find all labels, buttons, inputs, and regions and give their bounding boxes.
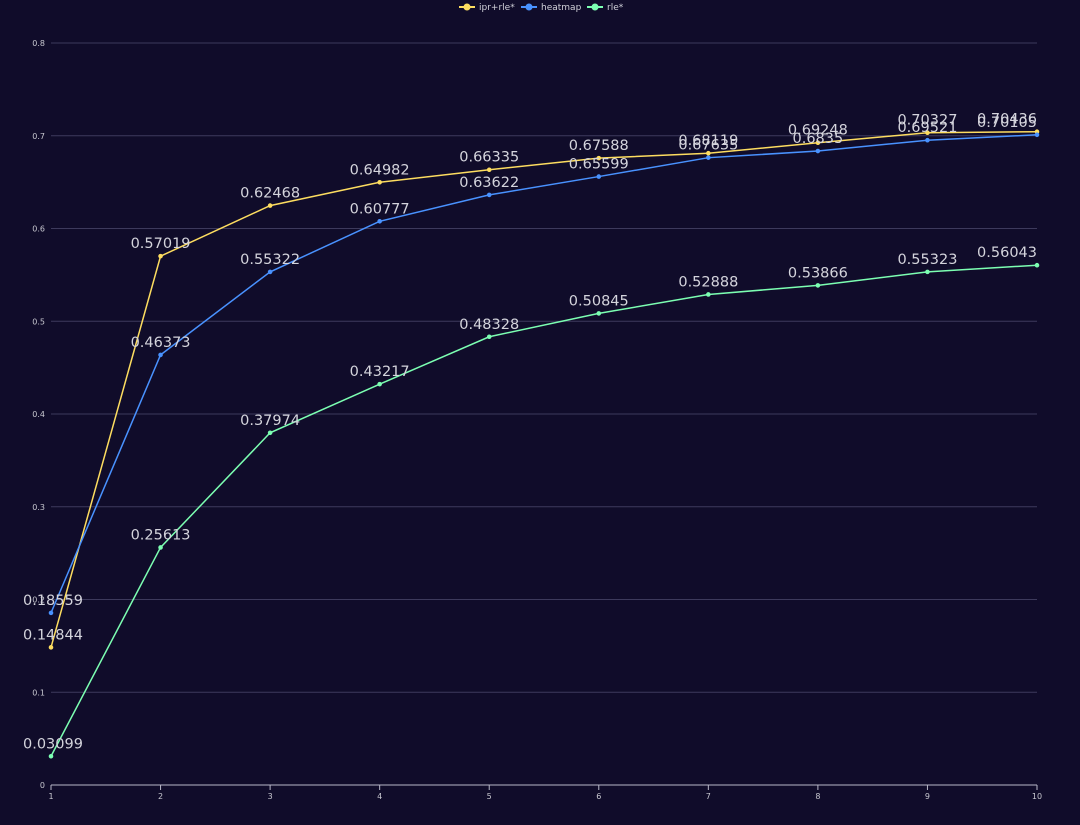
data-label-heatmap: 0.70105 [977,115,1037,131]
data-point-rle* [486,334,492,340]
data-label-heatmap: 0.18559 [23,593,83,609]
data-point-ipr+rle* [377,179,382,185]
data-label-heatmap: 0.60777 [350,201,410,217]
x-tick-label: 6 [596,792,601,801]
data-point-rle* [925,269,930,275]
data-label-ipr+rle*: 0.70436 [977,112,1037,128]
data-label-ipr+rle*: 0.64982 [350,162,410,178]
legend-dot-icon [463,3,471,11]
data-point-rle* [267,430,273,436]
data-point-rle* [158,545,163,550]
data-label-rle*: 0.52888 [678,274,738,290]
data-point-heatmap [158,352,163,358]
data-label-heatmap: 0.6835 [793,131,844,147]
data-point-heatmap [596,174,602,179]
x-tick-label: 2 [158,792,163,801]
data-point-ipr+rle* [48,645,54,650]
data-point-rle* [706,292,711,297]
data-label-heatmap: 0.55322 [240,252,300,268]
x-tick-label: 9 [925,792,930,801]
data-point-ipr+rle* [815,140,821,146]
x-tick-label: 7 [706,792,711,801]
data-point-ipr+rle* [158,253,163,259]
data-label-rle*: 0.48328 [459,317,519,333]
data-point-heatmap [1034,132,1040,138]
data-point-heatmap [706,155,711,160]
data-label-heatmap: 0.67635 [678,138,738,154]
legend-item-rle*[interactable]: rle* [587,3,624,13]
data-label-ipr+rle*: 0.62468 [240,186,300,202]
series-line-ipr+rle* [50,130,1038,648]
x-tick-label: 4 [377,792,382,801]
axis-layer: 0 0.1 0.2 0.3 0.4 0.5 0.6 0.7 0.8 1 2 3 4 5 6 7 8 9 10 [32,39,1042,801]
data-point-heatmap [267,269,273,275]
series-layer [48,129,1040,759]
data-label-heatmap: 0.46373 [131,335,191,351]
y-tick-label: 0.6 [32,225,45,234]
legend-item-heatmap[interactable]: heatmap [521,3,582,13]
x-tick-label: 10 [1032,792,1042,801]
data-label-ipr+rle*: 0.70327 [897,113,957,129]
data-label-rle*: 0.56043 [977,245,1037,261]
data-label-layer: 0.14844 0.57019 0.62468 0.64982 0.66335 0.675… [23,112,1037,753]
data-point-ipr+rle* [267,203,273,208]
data-label-ipr+rle*: 0.66335 [459,150,519,166]
data-label-rle*: 0.25613 [131,527,191,543]
series-line-heatmap [50,134,1038,614]
data-point-heatmap [925,137,930,143]
data-label-rle*: 0.43217 [350,364,410,380]
y-tick-label: 0.4 [32,410,45,419]
legend-item-ipr+rle*[interactable]: ipr+rle* [459,3,515,13]
legend[interactable]: ipr+rle* heatmap rle* [459,3,624,13]
data-label-rle*: 0.55323 [897,252,957,268]
legend-label: heatmap [541,3,582,13]
data-label-ipr+rle*: 0.57019 [131,236,191,252]
data-label-rle*: 0.03099 [23,736,83,752]
data-point-heatmap [486,192,492,198]
y-tick-label: 0.5 [32,317,45,326]
data-label-ipr+rle*: 0.69248 [788,123,848,139]
data-point-ipr+rle* [596,155,602,161]
data-point-ipr+rle* [706,150,711,156]
data-label-ipr+rle*: 0.68119 [678,133,738,149]
data-label-ipr+rle*: 0.14844 [23,627,83,643]
x-tick-label: 3 [268,792,273,801]
data-point-rle* [377,381,382,387]
data-label-rle*: 0.53866 [788,265,848,281]
data-point-heatmap [48,610,54,616]
data-point-rle* [1034,262,1040,268]
x-tick-label: 5 [487,792,492,801]
data-point-rle* [48,753,54,759]
data-label-rle*: 0.37974 [240,413,300,429]
y-tick-label: 0.7 [32,132,45,141]
data-point-ipr+rle* [925,130,930,136]
data-label-ipr+rle*: 0.67588 [569,138,629,154]
y-tick-label: 0.8 [32,39,45,48]
y-tick-label: 0 [40,781,45,790]
data-label-heatmap: 0.63622 [459,175,519,191]
data-point-heatmap [377,218,382,224]
data-label-rle*: 0.50845 [569,293,629,309]
legend-label: ipr+rle* [479,3,515,13]
data-point-ipr+rle* [486,167,492,173]
grid-layer [51,42,1037,693]
series-line-rle* [50,264,1038,757]
data-label-heatmap: 0.69521 [897,120,957,136]
legend-dot-icon [525,3,533,11]
data-point-rle* [815,283,821,288]
legend-label: rle* [607,3,624,13]
y-tick-label: 0.1 [32,688,45,697]
x-tick-label: 1 [48,792,53,801]
y-tick-label: 0.3 [32,503,45,512]
legend-dot-icon [591,3,599,11]
data-label-heatmap: 0.65599 [569,157,629,173]
y-tick-label: 0.2 [32,596,45,605]
data-point-heatmap [815,148,821,154]
data-point-rle* [596,311,602,316]
x-tick-label: 8 [815,792,820,801]
